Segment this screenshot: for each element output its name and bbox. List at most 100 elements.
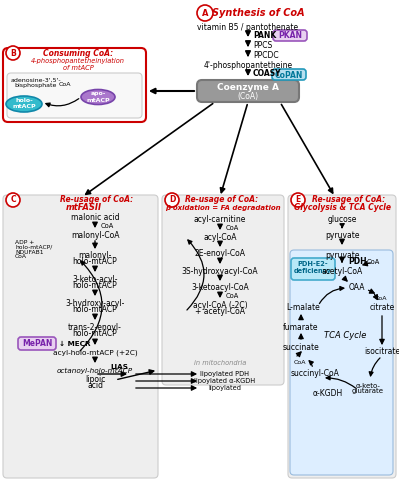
Text: of mtACP: of mtACP xyxy=(63,65,93,71)
Text: ↓ MECR: ↓ MECR xyxy=(59,341,91,347)
FancyBboxPatch shape xyxy=(18,337,56,350)
FancyBboxPatch shape xyxy=(273,30,307,41)
Text: acyl-CoA (-2C): acyl-CoA (-2C) xyxy=(193,300,247,310)
Text: 4'-phosphopantetheine: 4'-phosphopantetheine xyxy=(203,61,292,71)
Text: pyruvate: pyruvate xyxy=(325,231,359,240)
Text: CoA: CoA xyxy=(226,225,239,231)
Text: glucose: glucose xyxy=(327,216,357,225)
FancyBboxPatch shape xyxy=(7,73,142,118)
Text: Glycolysis & TCA Cycle: Glycolysis & TCA Cycle xyxy=(294,204,391,213)
Text: + acetyl-CoA: + acetyl-CoA xyxy=(195,308,245,316)
Text: (CoA): (CoA) xyxy=(237,92,259,100)
Text: acyl-holo-mtACP (+2C): acyl-holo-mtACP (+2C) xyxy=(53,350,137,356)
Ellipse shape xyxy=(6,96,42,112)
Text: Consuming CoA:: Consuming CoA: xyxy=(43,49,113,59)
FancyBboxPatch shape xyxy=(272,69,306,80)
Circle shape xyxy=(291,193,305,207)
Text: α-KGDH: α-KGDH xyxy=(313,388,343,397)
Text: PDH: PDH xyxy=(348,256,367,265)
Text: lipoylated α-KGDH: lipoylated α-KGDH xyxy=(194,378,256,384)
FancyBboxPatch shape xyxy=(288,195,396,478)
Text: acyl-CoA: acyl-CoA xyxy=(203,232,237,241)
Text: PKAN: PKAN xyxy=(278,32,302,40)
Text: isocitrate: isocitrate xyxy=(364,348,399,357)
Text: CoA: CoA xyxy=(367,259,380,265)
Text: C: C xyxy=(10,195,16,204)
Text: 3-keto-acyl-: 3-keto-acyl- xyxy=(72,276,118,285)
Text: lipoic: lipoic xyxy=(85,375,105,384)
Text: Re-usage of CoA:: Re-usage of CoA: xyxy=(60,195,133,204)
Text: holo-mtACP/: holo-mtACP/ xyxy=(15,244,52,250)
Circle shape xyxy=(6,193,20,207)
Text: malonyl-: malonyl- xyxy=(78,252,112,261)
Text: CoA: CoA xyxy=(59,82,71,86)
Text: NDUFAB1: NDUFAB1 xyxy=(15,250,43,254)
Text: Coenzyme A: Coenzyme A xyxy=(217,84,279,93)
Ellipse shape xyxy=(81,89,115,105)
Text: holo-mtACP: holo-mtACP xyxy=(73,329,117,338)
Text: holo-mtACP: holo-mtACP xyxy=(73,281,117,290)
Text: holo-mtACP: holo-mtACP xyxy=(73,257,117,266)
Text: 3-hydroxy-acyl-: 3-hydroxy-acyl- xyxy=(65,300,124,309)
Text: OAA: OAA xyxy=(349,284,365,292)
Text: malonic acid: malonic acid xyxy=(71,214,119,223)
Text: citrate: citrate xyxy=(369,303,395,312)
FancyBboxPatch shape xyxy=(197,80,299,102)
Text: CoA: CoA xyxy=(294,360,306,364)
Circle shape xyxy=(197,5,213,21)
FancyBboxPatch shape xyxy=(291,258,335,280)
Text: D: D xyxy=(169,195,175,204)
Text: PDH-E2-: PDH-E2- xyxy=(298,261,328,267)
Text: 4-phosphopantetheinylation: 4-phosphopantetheinylation xyxy=(31,58,125,64)
Text: PPCDC: PPCDC xyxy=(253,51,279,60)
Text: Re-usage of CoA:: Re-usage of CoA: xyxy=(185,195,258,204)
Text: Synthesis of CoA: Synthesis of CoA xyxy=(212,8,304,18)
Text: 3S-hydroxyacyl-CoA: 3S-hydroxyacyl-CoA xyxy=(182,266,258,276)
Text: mtFASII: mtFASII xyxy=(66,204,102,213)
Text: LIAS: LIAS xyxy=(110,364,128,370)
Text: bisphosphate: bisphosphate xyxy=(15,84,57,88)
Text: CoA: CoA xyxy=(101,223,114,229)
Text: in mitochondria: in mitochondria xyxy=(194,360,246,366)
Text: acetyl-CoA: acetyl-CoA xyxy=(321,267,363,276)
Text: β-oxidation = FA degradation: β-oxidation = FA degradation xyxy=(165,205,281,211)
Text: PPCS: PPCS xyxy=(253,41,272,50)
Text: CoA: CoA xyxy=(15,254,27,260)
Text: vitamin B5 / pantothenate: vitamin B5 / pantothenate xyxy=(198,23,298,32)
Text: A: A xyxy=(202,9,208,17)
Text: succinyl-CoA: succinyl-CoA xyxy=(290,369,340,377)
Text: deficiency: deficiency xyxy=(294,268,332,274)
Text: 2E-enoyl-CoA: 2E-enoyl-CoA xyxy=(194,250,245,259)
Circle shape xyxy=(6,46,20,60)
Text: B: B xyxy=(10,48,16,58)
Text: acyl-carnitine: acyl-carnitine xyxy=(194,216,246,225)
Text: L-malate: L-malate xyxy=(286,302,320,312)
Text: CoPAN: CoPAN xyxy=(275,71,303,80)
Text: holo-mtACP: holo-mtACP xyxy=(73,305,117,314)
Text: lipoylated: lipoylated xyxy=(209,385,241,391)
Text: apo-: apo- xyxy=(90,92,106,96)
Text: TCA Cycle: TCA Cycle xyxy=(324,331,366,339)
Text: fumarate: fumarate xyxy=(283,323,319,332)
Text: COASY: COASY xyxy=(253,70,282,79)
Text: PANK: PANK xyxy=(253,31,276,39)
Text: lipoylated PDH: lipoylated PDH xyxy=(201,371,249,377)
FancyBboxPatch shape xyxy=(3,48,146,122)
Text: 3-ketoacyl-CoA: 3-ketoacyl-CoA xyxy=(191,284,249,292)
Text: E: E xyxy=(295,195,300,204)
Text: succinate: succinate xyxy=(282,343,319,351)
Text: glutarate: glutarate xyxy=(352,388,384,394)
Text: adenosine-3',5'-: adenosine-3',5'- xyxy=(11,77,61,83)
Text: CoA: CoA xyxy=(375,296,387,300)
Text: ADP +: ADP + xyxy=(15,240,34,244)
Text: CoA: CoA xyxy=(226,293,239,299)
FancyBboxPatch shape xyxy=(290,250,393,475)
FancyBboxPatch shape xyxy=(162,195,284,385)
Text: Re-usage of CoA:: Re-usage of CoA: xyxy=(312,195,385,204)
Text: acid: acid xyxy=(87,382,103,391)
Text: mtACP: mtACP xyxy=(86,97,110,103)
FancyBboxPatch shape xyxy=(3,195,158,478)
Text: mtACP: mtACP xyxy=(12,105,36,109)
Text: pyruvate: pyruvate xyxy=(325,251,359,260)
Text: octanoyl-holo-mtACP: octanoyl-holo-mtACP xyxy=(57,368,133,374)
